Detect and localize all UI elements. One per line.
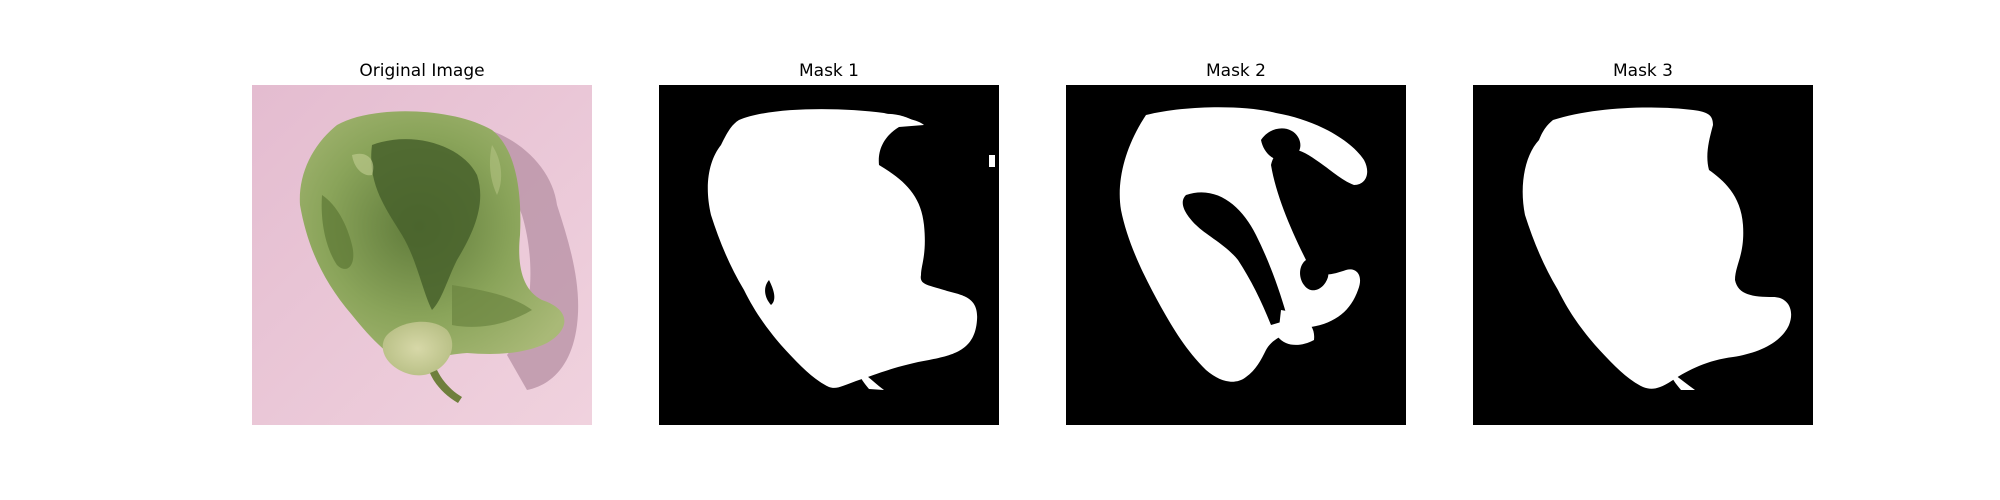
- panel-title-original: Original Image: [359, 61, 485, 81]
- mask-3-image: [1473, 85, 1813, 425]
- panel-title-mask-1: Mask 1: [798, 61, 859, 81]
- mask-1-image: [659, 85, 999, 425]
- panel-title-mask-2: Mask 2: [1205, 61, 1266, 81]
- original-leaf-photo: [252, 85, 592, 425]
- mask-2-image: [1066, 85, 1406, 425]
- panel-title-mask-3: Mask 3: [1612, 61, 1673, 81]
